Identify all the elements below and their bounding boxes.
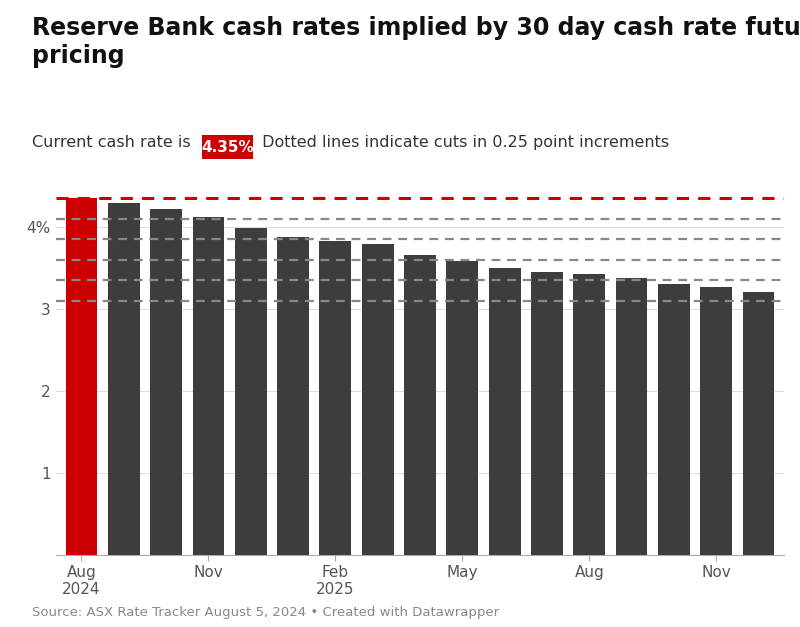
Text: Current cash rate is: Current cash rate is — [32, 135, 196, 150]
Bar — [489, 268, 521, 555]
Bar — [235, 228, 266, 555]
Bar — [701, 287, 732, 555]
Bar — [658, 284, 690, 555]
Text: 4.35%: 4.35% — [202, 140, 254, 154]
Bar — [362, 244, 394, 555]
Bar — [446, 261, 478, 555]
Text: Dotted lines indicate cuts in 0.25 point increments: Dotted lines indicate cuts in 0.25 point… — [257, 135, 669, 150]
Text: Reserve Bank cash rates implied by 30 day cash rate futures
pricing: Reserve Bank cash rates implied by 30 da… — [32, 16, 800, 68]
Bar — [277, 236, 309, 555]
Bar — [616, 278, 647, 555]
Text: Source: ASX Rate Tracker August 5, 2024 • Created with Datawrapper: Source: ASX Rate Tracker August 5, 2024 … — [32, 606, 499, 619]
Bar — [108, 203, 139, 555]
Bar — [531, 272, 563, 555]
Bar — [742, 292, 774, 555]
Bar — [66, 198, 98, 555]
Bar — [319, 241, 351, 555]
Bar — [404, 255, 436, 555]
Bar — [574, 274, 605, 555]
Bar — [150, 209, 182, 555]
Bar — [193, 217, 224, 555]
